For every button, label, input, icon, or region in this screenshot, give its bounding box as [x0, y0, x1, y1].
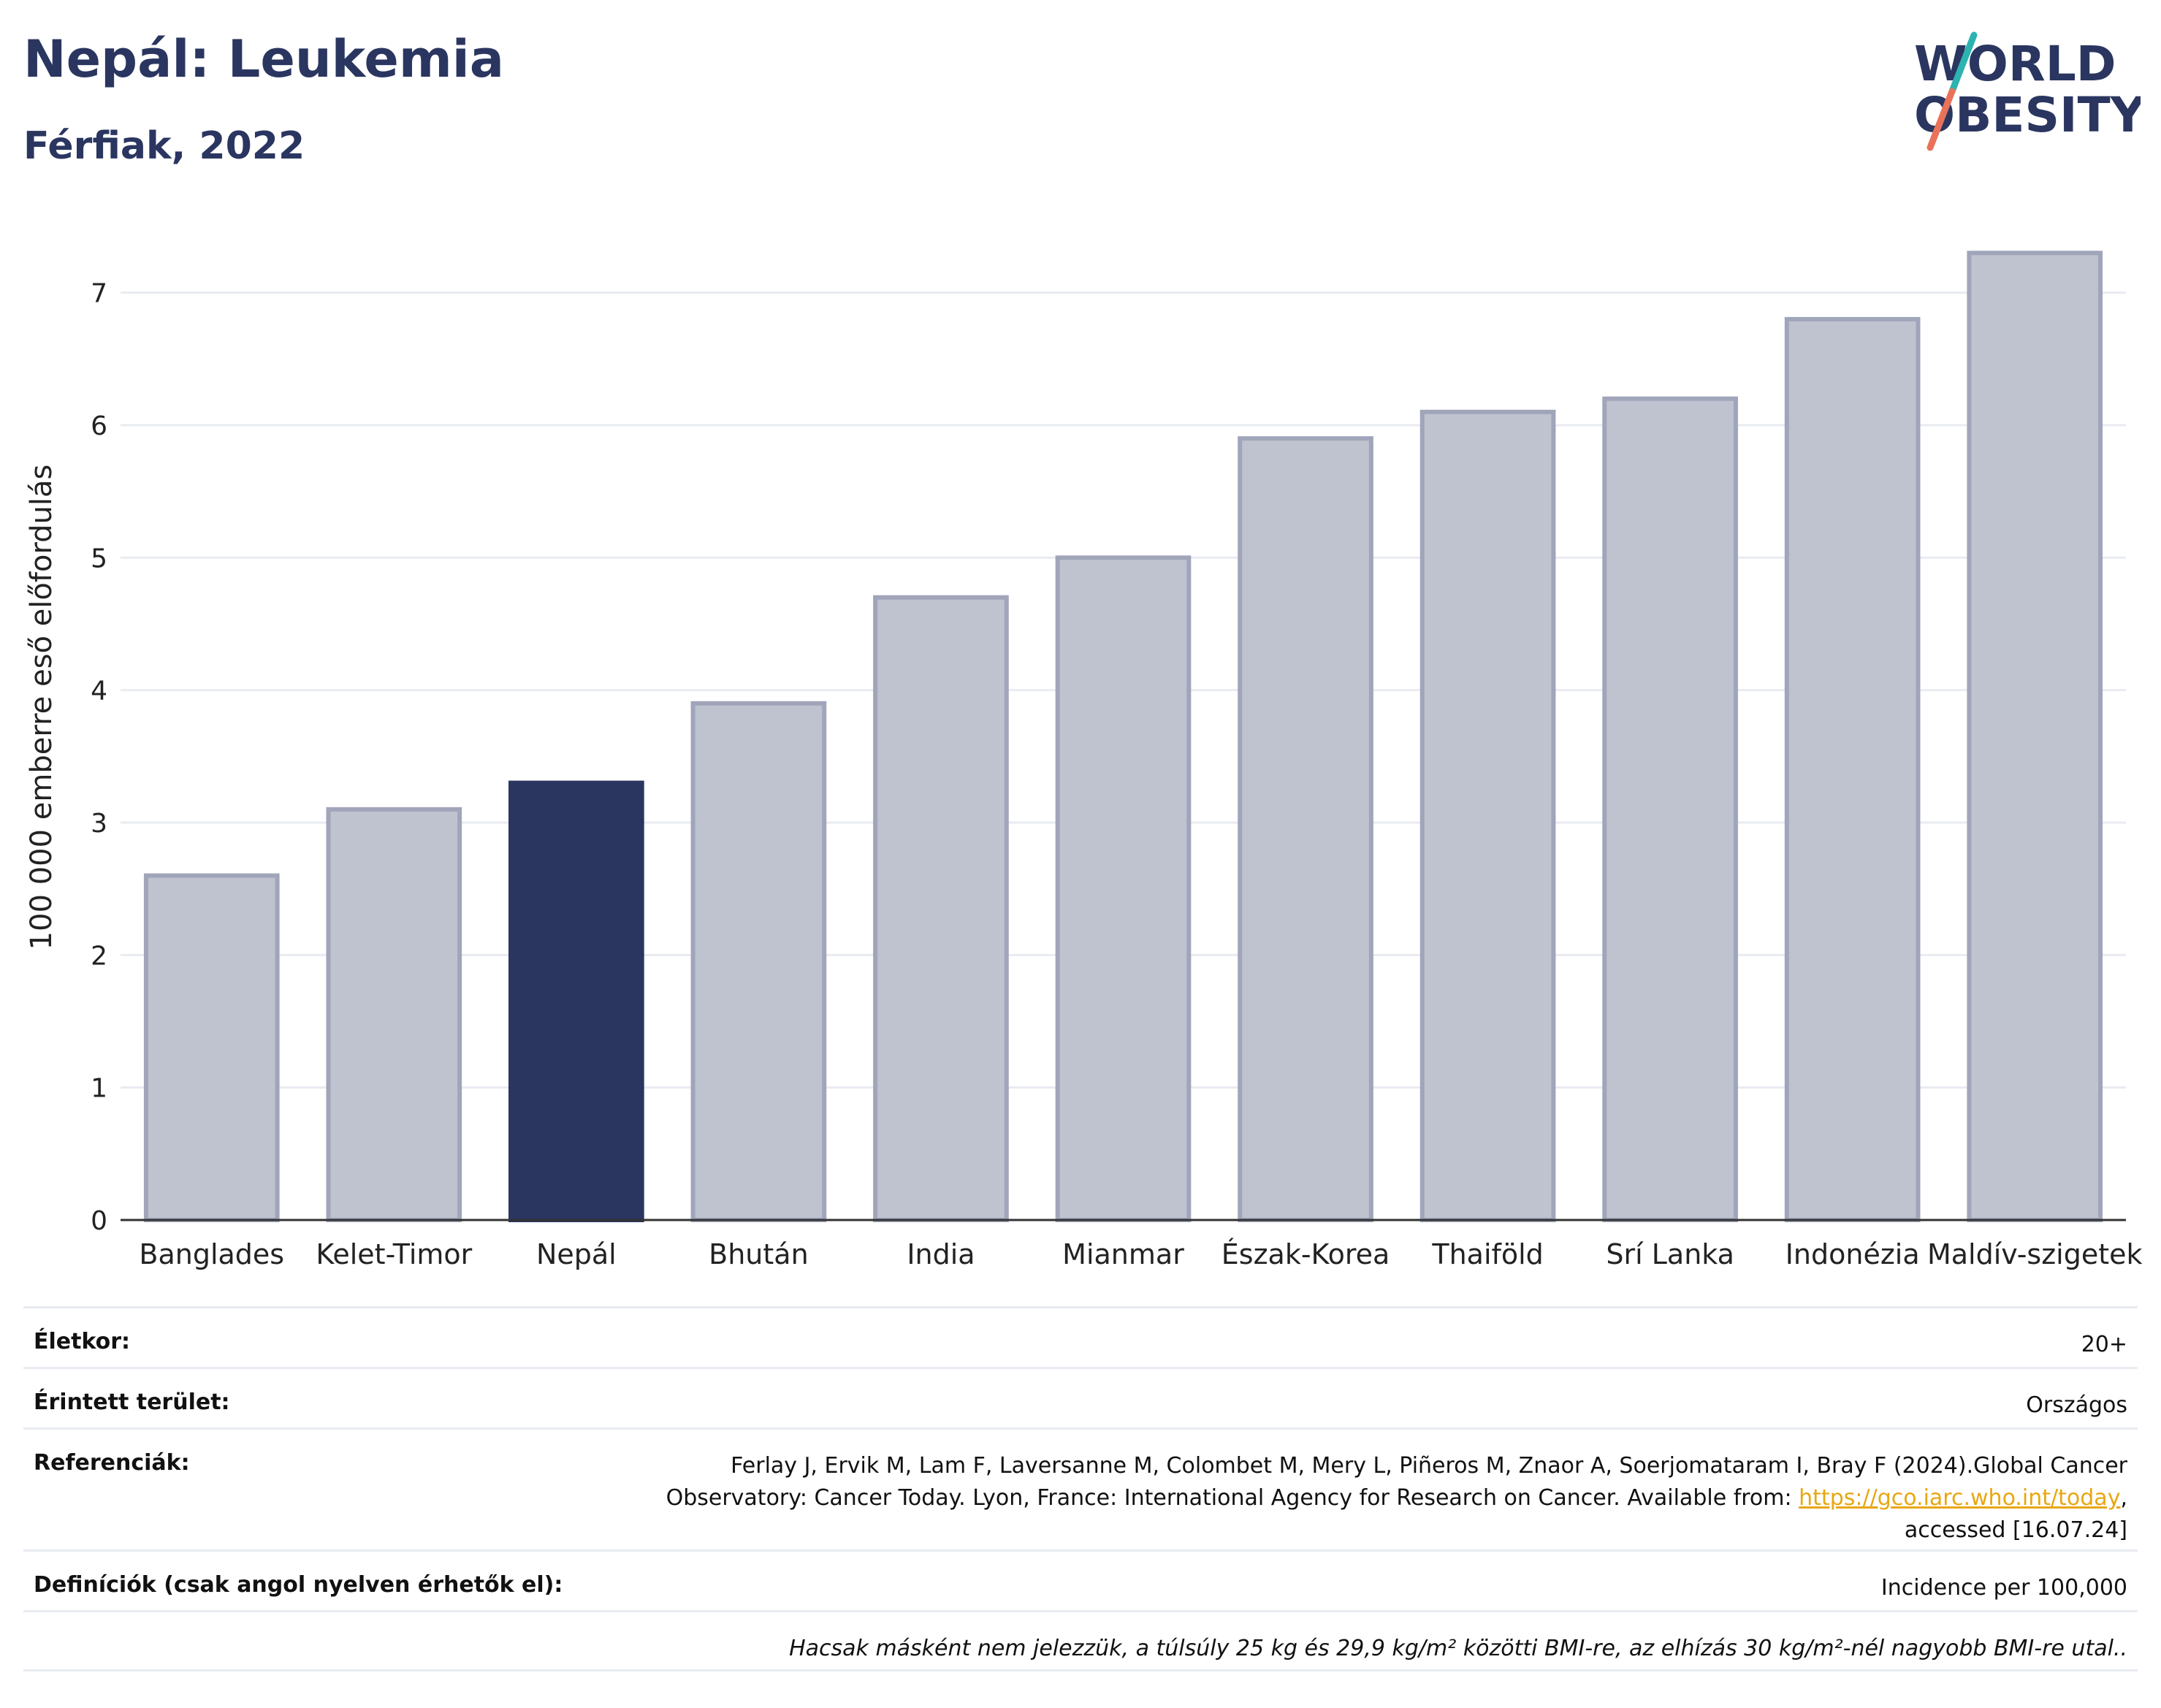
- definitions-label: Definíciók (csak angol nyelven érhetők e…: [34, 1572, 563, 1598]
- x-tick-label: Banglades: [139, 1238, 284, 1270]
- bar-Srí Lanka: [1602, 396, 1738, 1223]
- x-tick-label: Srí Lanka: [1606, 1238, 1734, 1270]
- info-row-age: Életkor: 20+: [23, 1306, 2138, 1367]
- world-obesity-logo: WORLD OBESITY: [1914, 31, 2141, 151]
- footnote: Hacsak másként nem jelezzük, a túlsúly 2…: [789, 1636, 2127, 1661]
- references-text-2: , accessed [16.07.24]: [1904, 1485, 2127, 1543]
- y-tick-label: 3: [91, 809, 107, 839]
- bar-Maldív-szigetek: [1967, 251, 2103, 1222]
- logo-slash-coral: [1926, 88, 1956, 151]
- x-tick-label: Nepál: [536, 1238, 617, 1270]
- y-tick-label: 7: [91, 279, 107, 309]
- logo-slash-teal: [1948, 31, 1978, 95]
- bar-Mianmar: [1055, 555, 1192, 1222]
- x-tick-label: India: [907, 1238, 975, 1270]
- bar-Észak-Korea: [1238, 436, 1373, 1223]
- references-text-1: Ferlay J, Ervik M, Lam F, Laversanne M, …: [666, 1453, 2127, 1511]
- y-tick-label: 6: [91, 411, 107, 441]
- x-tick-label: Bhután: [709, 1238, 809, 1270]
- x-tick-label: Mianmar: [1062, 1238, 1184, 1270]
- bar-Banglades: [143, 873, 280, 1222]
- bar-Bhután: [690, 701, 827, 1222]
- references-link[interactable]: https://gco.iarc.who.int/today: [1799, 1485, 2121, 1511]
- chart-title: Nepál: Leukemia: [23, 29, 504, 89]
- logo-line-1: WORLD: [1914, 36, 2116, 92]
- y-tick-label: 5: [91, 544, 107, 573]
- bar-Kelet-Timor: [326, 807, 462, 1223]
- info-row-area: Érintett terület: Országos: [23, 1367, 2138, 1427]
- y-axis-label: 100 000 emberre eső előfordulás: [25, 465, 58, 950]
- bar-chart: 0 1 2 3 4 5 6 7 Banglades Kelet-Timor Nepál Bhután I…: [25, 251, 2143, 1270]
- y-tick-label: 4: [91, 676, 107, 706]
- bar-Thaiföld: [1419, 409, 1556, 1222]
- definitions-value: Incidence per 100,000: [1880, 1575, 2127, 1601]
- bar-India: [873, 595, 1009, 1222]
- bar-Indonézia: [1784, 316, 1921, 1222]
- age-value: 20+: [2081, 1332, 2127, 1357]
- bars: [143, 251, 2103, 1223]
- age-label: Életkor:: [34, 1329, 131, 1354]
- x-tick-label: Kelet-Timor: [316, 1238, 472, 1270]
- chart-subtitle: Férfiak, 2022: [23, 124, 305, 168]
- info-row-definitions: Definíciók (csak angol nyelven érhetők e…: [23, 1549, 2138, 1610]
- y-tick-label: 1: [91, 1074, 107, 1104]
- bar-Nepál: [508, 780, 644, 1222]
- x-tick-label: Észak-Korea: [1221, 1238, 1390, 1270]
- y-tick-label: 0: [91, 1206, 107, 1236]
- area-label: Érintett terület:: [34, 1389, 230, 1415]
- references-value: Ferlay J, Ervik M, Lam F, Laversanne M, …: [608, 1430, 2127, 1547]
- x-tick-label: Thaiföld: [1431, 1238, 1543, 1270]
- info-table: Életkor: 20+ Érintett terület: Országos …: [23, 1306, 2138, 1671]
- references-label: Referenciák:: [34, 1450, 190, 1476]
- y-tick-label: 2: [91, 941, 107, 971]
- axes: 0 1 2 3 4 5 6 7 Banglades Kelet-Timor Nepál Bhután I…: [91, 279, 2142, 1270]
- info-row-references: Referenciák: Ferlay J, Ervik M, Lam F, L…: [23, 1427, 2138, 1549]
- info-row-note: Hacsak másként nem jelezzük, a túlsúly 2…: [23, 1610, 2138, 1671]
- x-tick-label: Indonézia: [1785, 1238, 1920, 1270]
- x-tick-label: Maldív-szigetek: [1927, 1238, 2143, 1270]
- area-value: Országos: [2026, 1392, 2127, 1418]
